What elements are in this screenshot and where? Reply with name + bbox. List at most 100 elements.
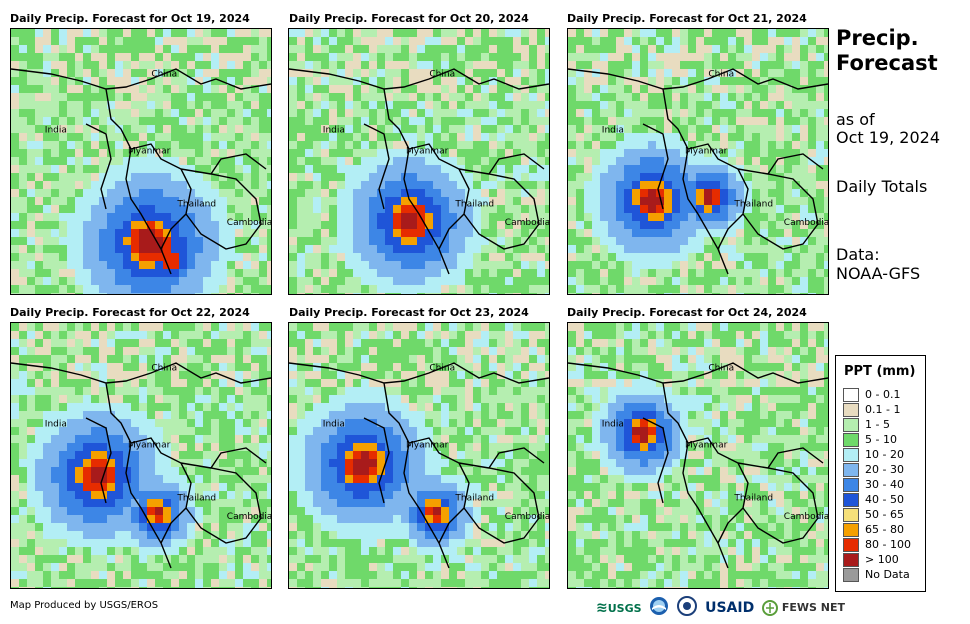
precip-cell bbox=[457, 205, 465, 213]
precip-cell bbox=[361, 189, 369, 197]
precip-cell bbox=[75, 213, 83, 221]
precip-cell bbox=[115, 459, 123, 467]
precip-cell bbox=[115, 411, 123, 419]
precip-cell bbox=[640, 181, 648, 189]
precip-cell bbox=[131, 93, 139, 101]
precip-cell bbox=[568, 93, 576, 101]
precip-cell bbox=[67, 339, 75, 347]
precip-cell bbox=[115, 547, 123, 555]
precip-cell bbox=[91, 475, 99, 483]
precip-cell bbox=[417, 221, 425, 229]
precip-cell bbox=[824, 69, 828, 77]
precip-cell bbox=[808, 93, 816, 101]
precip-cell bbox=[163, 563, 171, 571]
precip-cell bbox=[369, 277, 377, 285]
precip-cell bbox=[19, 245, 27, 253]
precip-cell bbox=[624, 133, 632, 141]
precip-cell bbox=[59, 85, 67, 93]
map-label-china: China bbox=[429, 70, 455, 80]
precip-cell bbox=[377, 419, 385, 427]
precip-cell bbox=[473, 157, 481, 165]
precip-cell bbox=[289, 77, 297, 85]
precip-cell bbox=[353, 117, 361, 125]
precip-cell bbox=[147, 189, 155, 197]
precip-cell bbox=[768, 229, 776, 237]
precip-cell bbox=[353, 411, 361, 419]
precip-cell bbox=[179, 387, 187, 395]
precip-cell bbox=[521, 229, 529, 237]
precip-cell bbox=[664, 29, 672, 37]
precip-cell bbox=[329, 173, 337, 181]
precip-cell bbox=[123, 555, 131, 563]
precip-cell bbox=[27, 181, 35, 189]
precip-cell bbox=[712, 37, 720, 45]
precip-cell bbox=[537, 253, 545, 261]
precip-cell bbox=[513, 379, 521, 387]
precip-cell bbox=[784, 157, 792, 165]
precip-cell bbox=[187, 563, 195, 571]
precip-cell bbox=[51, 467, 59, 475]
precip-cell bbox=[259, 467, 267, 475]
precip-cell bbox=[305, 411, 313, 419]
precip-cell bbox=[187, 523, 195, 531]
precip-cell bbox=[131, 197, 139, 205]
precip-cell bbox=[19, 523, 27, 531]
precip-cell bbox=[792, 125, 800, 133]
precip-cell bbox=[816, 85, 824, 93]
precip-cell bbox=[75, 579, 83, 587]
precip-cell bbox=[728, 197, 736, 205]
precip-cell bbox=[489, 197, 497, 205]
precip-cell bbox=[648, 213, 656, 221]
precip-cell bbox=[147, 101, 155, 109]
precip-cell bbox=[465, 45, 473, 53]
precip-cell bbox=[425, 165, 433, 173]
precip-cell bbox=[321, 29, 329, 37]
precip-cell bbox=[728, 117, 736, 125]
precip-cell bbox=[107, 371, 115, 379]
precip-cell bbox=[195, 475, 203, 483]
precip-cell bbox=[139, 523, 147, 531]
precip-cell bbox=[211, 261, 219, 269]
precip-cell bbox=[720, 93, 728, 101]
precip-cell bbox=[417, 109, 425, 117]
precip-cell bbox=[297, 109, 305, 117]
precip-cell bbox=[473, 133, 481, 141]
precip-cell bbox=[768, 45, 776, 53]
precip-cell bbox=[75, 53, 83, 61]
precip-cell bbox=[171, 475, 179, 483]
precip-cell bbox=[425, 181, 433, 189]
precip-cell bbox=[251, 29, 259, 37]
precip-cell bbox=[401, 149, 409, 157]
precip-cell bbox=[35, 109, 43, 117]
precip-cell bbox=[289, 285, 297, 293]
precip-cell bbox=[473, 229, 481, 237]
precip-cell bbox=[441, 323, 449, 331]
precip-cell bbox=[672, 117, 680, 125]
precip-cell bbox=[401, 379, 409, 387]
precip-cell bbox=[131, 69, 139, 77]
precip-cell bbox=[305, 29, 313, 37]
precip-cell bbox=[219, 355, 227, 363]
precip-cell bbox=[784, 205, 792, 213]
precip-cell bbox=[83, 371, 91, 379]
precip-cell bbox=[337, 395, 345, 403]
precip-cell bbox=[401, 277, 409, 285]
precip-cell bbox=[385, 387, 393, 395]
precip-cell bbox=[457, 355, 465, 363]
precip-cell bbox=[497, 125, 505, 133]
precip-cell bbox=[227, 459, 235, 467]
precip-cell bbox=[259, 133, 267, 141]
precip-cell bbox=[243, 101, 251, 109]
precip-cell bbox=[123, 213, 131, 221]
precip-cell bbox=[537, 323, 545, 331]
precip-cell bbox=[155, 197, 163, 205]
precip-cell bbox=[91, 387, 99, 395]
precip-cell bbox=[59, 269, 67, 277]
precip-cell bbox=[600, 205, 608, 213]
precip-cell bbox=[449, 37, 457, 45]
precip-cell bbox=[219, 531, 227, 539]
precip-cell bbox=[608, 293, 616, 294]
precip-cell bbox=[616, 197, 624, 205]
precip-cell bbox=[481, 213, 489, 221]
precip-cell bbox=[688, 101, 696, 109]
